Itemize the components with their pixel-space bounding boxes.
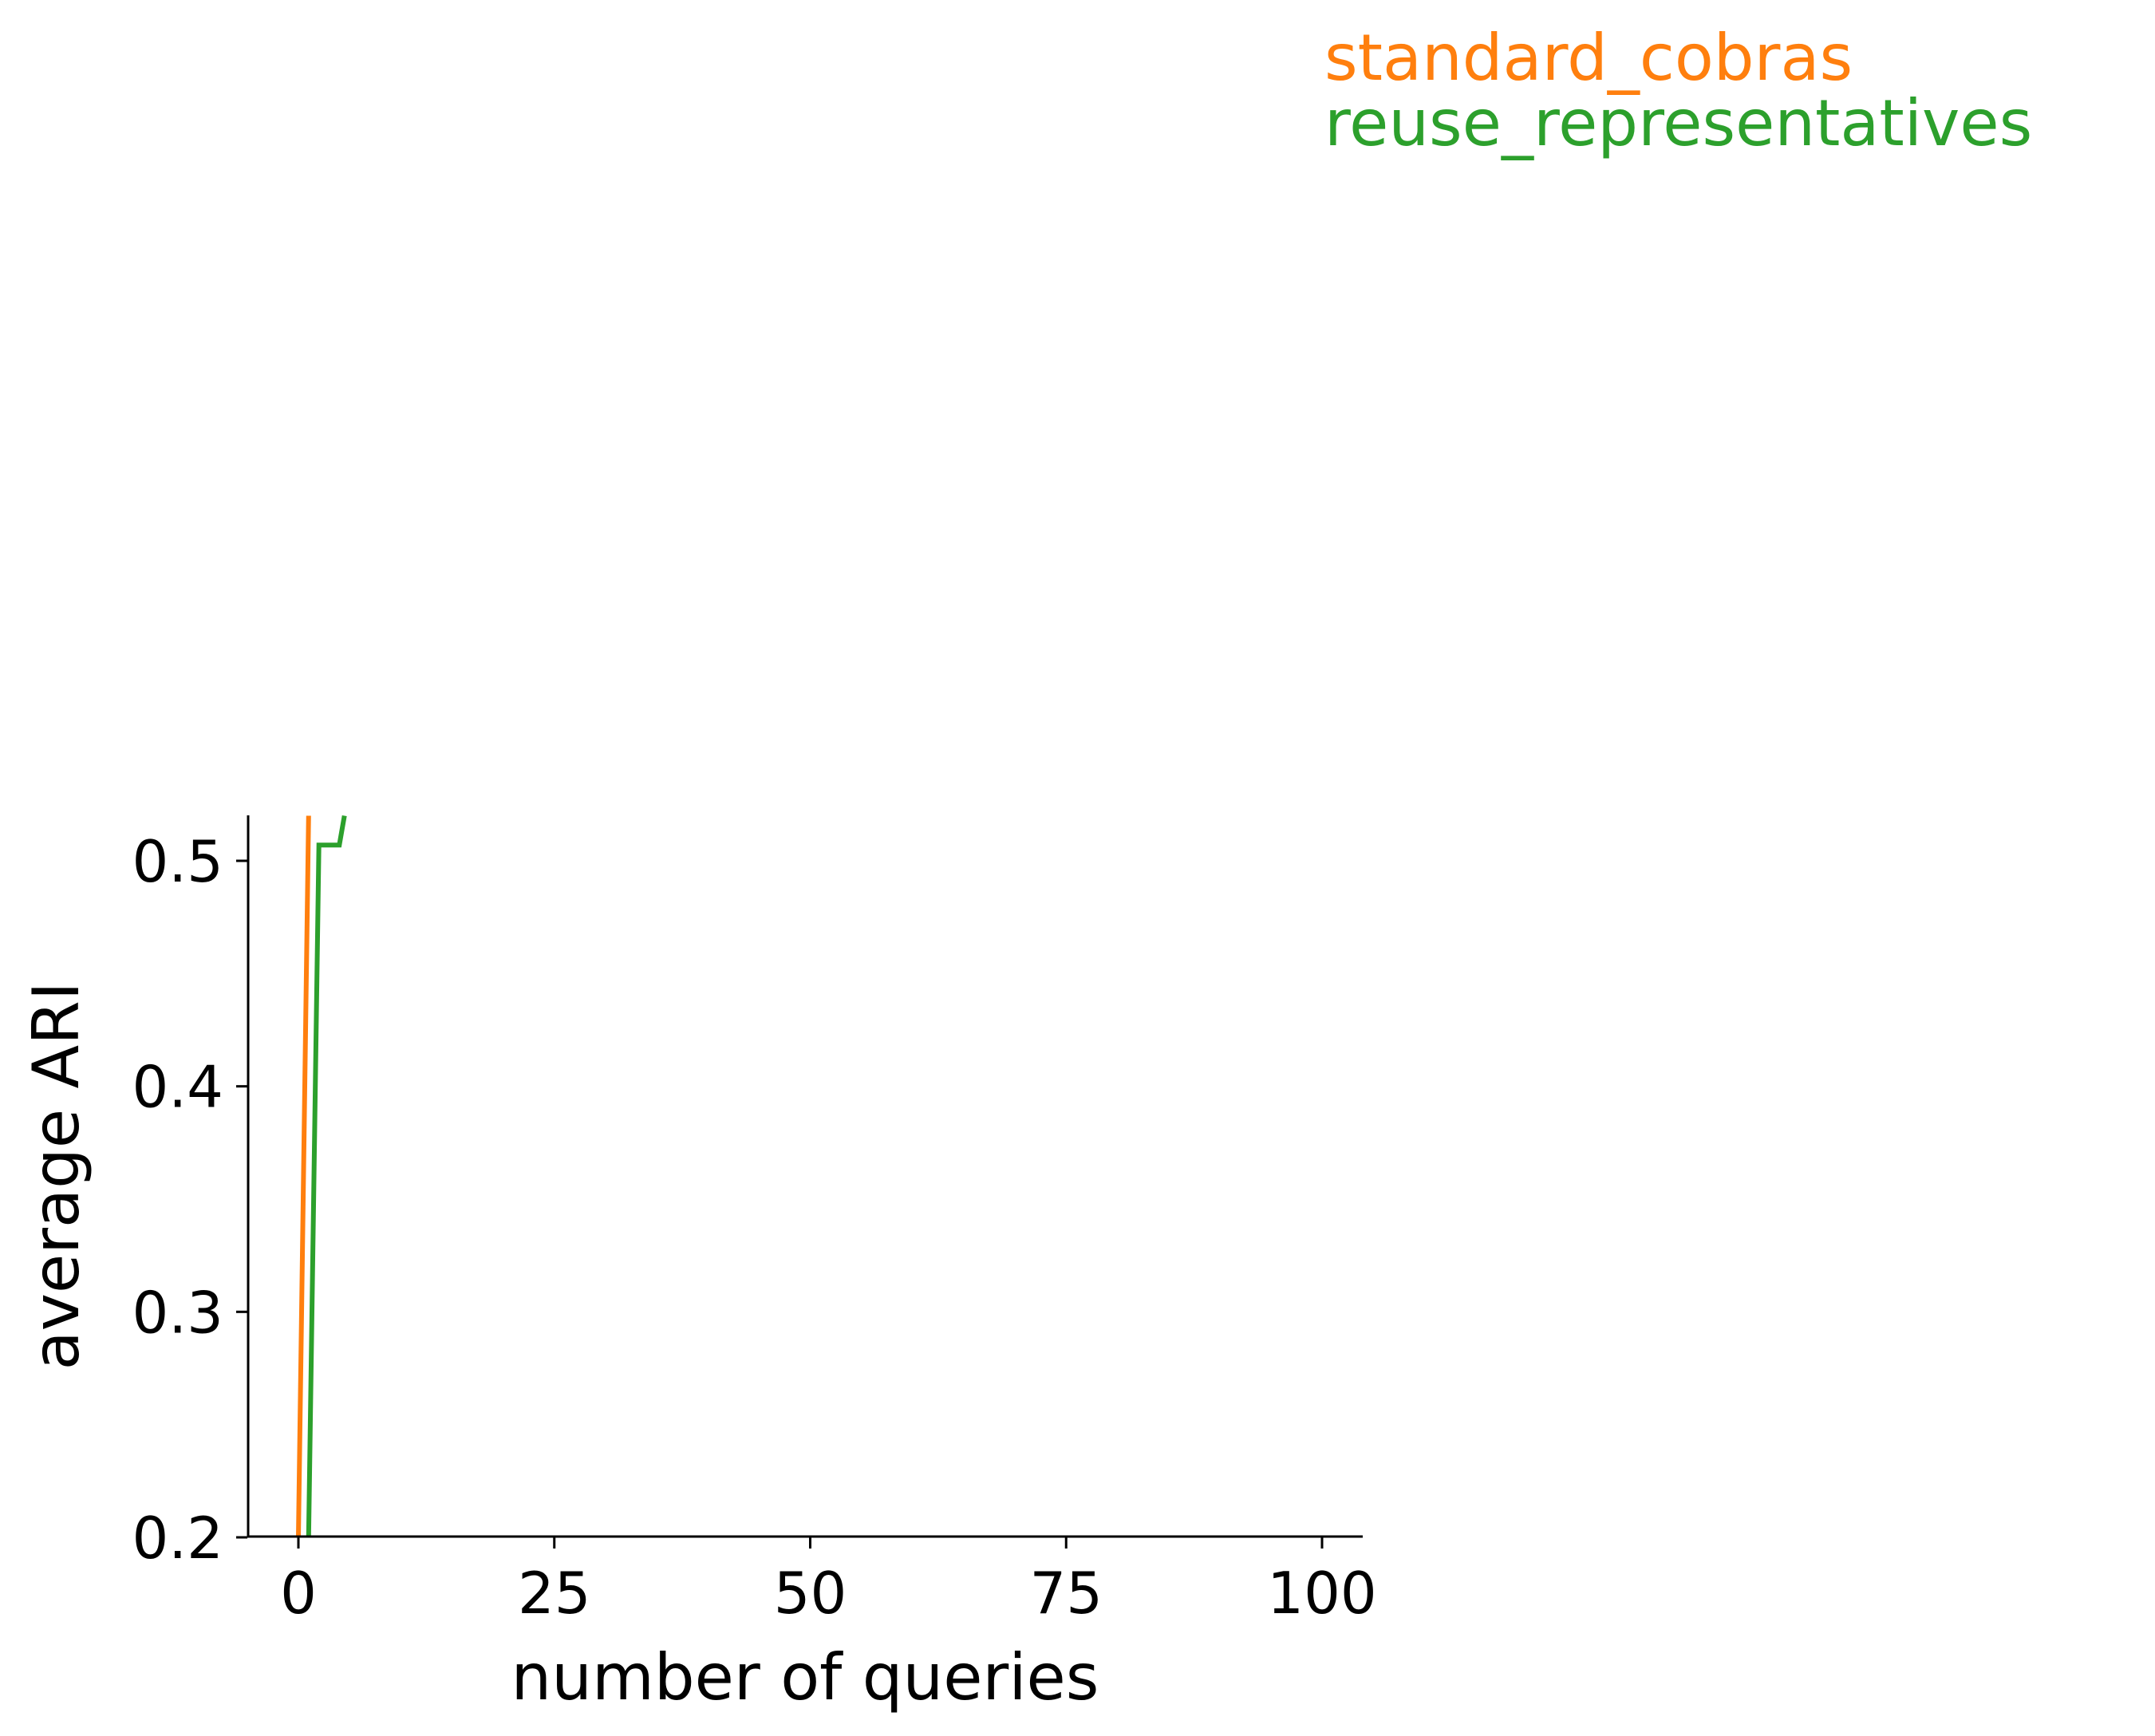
y-axis-label: average ARI bbox=[19, 982, 93, 1371]
y-tick-label: 0.3 bbox=[132, 1279, 223, 1346]
x-tick-label: 25 bbox=[518, 1560, 591, 1627]
series-line-reuse_representatives bbox=[306, 815, 347, 1537]
y-tick-label: 0.2 bbox=[132, 1505, 223, 1572]
x-tick-label: 75 bbox=[1029, 1560, 1103, 1627]
x-ticks: 0 25 50 75 100 bbox=[280, 1537, 1377, 1627]
y-ticks: 0.2 0.3 0.4 0.5 bbox=[132, 828, 247, 1572]
series-layer bbox=[296, 815, 347, 1537]
legend-entry: reuse_representatives bbox=[1324, 86, 2032, 160]
x-axis-label: number of queries bbox=[511, 1640, 1099, 1714]
series-line-standard_cobras bbox=[296, 815, 311, 1537]
y-tick-label: 0.5 bbox=[132, 828, 223, 895]
y-tick-label: 0.4 bbox=[132, 1054, 223, 1121]
legend-entry: standard_cobras bbox=[1324, 21, 1853, 95]
x-tick-label: 100 bbox=[1267, 1560, 1376, 1627]
x-tick-label: 0 bbox=[280, 1560, 317, 1627]
x-tick-label: 50 bbox=[774, 1560, 847, 1627]
